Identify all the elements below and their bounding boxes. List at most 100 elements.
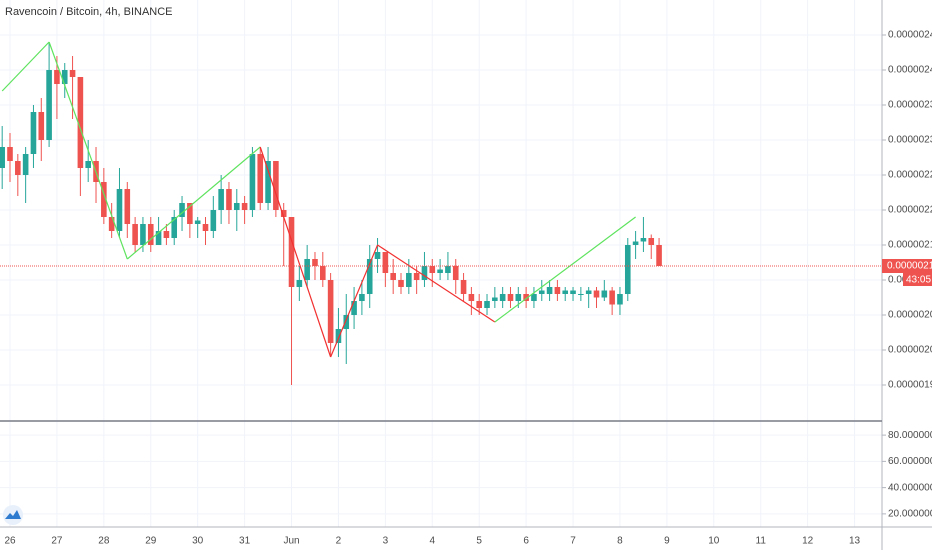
candle-body: [30, 112, 37, 154]
candle-body: [593, 290, 600, 298]
x-tick-label: 30: [192, 536, 204, 547]
zigzag-segment: [377, 244, 496, 323]
candle-body: [413, 273, 420, 280]
candle-body: [194, 220, 201, 224]
x-tick-label: 5: [476, 536, 482, 547]
candle-body: [601, 290, 608, 298]
zigzag-segment: [259, 146, 332, 358]
candle-body: [429, 266, 436, 273]
candle-body: [609, 290, 615, 305]
candle-body: [38, 112, 45, 140]
candle-body: [288, 217, 295, 287]
candle-body: [304, 259, 310, 280]
candle-body: [132, 224, 138, 245]
zigzag-segment: [330, 244, 379, 358]
candle-body: [265, 161, 271, 203]
candle-body: [241, 203, 248, 210]
candle-body: [155, 231, 162, 245]
candle-body: [515, 294, 522, 301]
candle-body: [7, 147, 13, 161]
zigzag-segment: [48, 41, 128, 260]
candle-body: [312, 259, 318, 266]
y-tick-label: 0.00000205: [888, 310, 932, 321]
candle-body: [61, 70, 68, 84]
candle-body: [437, 269, 443, 273]
candle-body: [531, 294, 537, 301]
countdown-box: [903, 273, 932, 286]
candle-body: [554, 287, 561, 294]
y-tick-label: 60.00000000: [888, 456, 932, 467]
candle-body: [632, 241, 639, 245]
y-tick-label: 20.00000000: [888, 509, 932, 520]
candle-body: [0, 147, 5, 168]
candle-body: [351, 301, 357, 315]
candle-body: [85, 161, 91, 168]
candle-body: [108, 217, 115, 231]
y-tick-label: 0.00000240: [888, 65, 932, 76]
x-tick-label: 13: [849, 536, 861, 547]
price-label-box: [882, 259, 932, 273]
candle-body: [69, 70, 76, 77]
x-tick-label: 29: [145, 536, 157, 547]
candle-body: [507, 294, 514, 301]
x-tick-label: 3: [383, 536, 389, 547]
candle-body: [523, 294, 529, 301]
candle-body: [343, 315, 350, 329]
y-tick-label: 0.00000200: [888, 345, 932, 356]
candle-body: [452, 266, 459, 280]
candle-body: [187, 203, 193, 224]
y-tick-label: 0.00000220: [888, 205, 932, 216]
candle-body: [273, 161, 279, 210]
x-tick-label: 31: [239, 536, 251, 547]
zigzag-segment: [126, 146, 261, 260]
y-tick-label: 0.00000235: [888, 100, 932, 111]
y-tick-label: 0.00000225: [888, 170, 932, 181]
candle-body: [492, 297, 498, 301]
candle-body: [460, 280, 467, 294]
candle-body: [335, 329, 342, 343]
candle-body: [484, 301, 490, 308]
grid: [0, 0, 882, 527]
zigzag-segment: [1, 41, 50, 92]
candle-body: [406, 273, 412, 287]
x-tick-label: 11: [756, 536, 767, 547]
candle-body: [320, 266, 326, 280]
candle-body: [476, 301, 482, 308]
y-tick-label: 0.00000245: [888, 30, 932, 41]
candle-body: [570, 290, 576, 294]
chart-title: Ravencoin / Bitcoin, 4h, BINANCE: [5, 6, 173, 18]
candle-body: [398, 280, 404, 287]
x-tick-label: 27: [51, 536, 63, 547]
y-tick-label: 0.00000215: [888, 240, 932, 251]
candle-body: [640, 238, 647, 242]
candle-body: [390, 273, 396, 280]
candle-body: [468, 294, 475, 301]
candle-body: [218, 189, 224, 210]
candle-body: [499, 294, 506, 301]
candle-body: [585, 290, 592, 294]
candle-body: [648, 238, 655, 245]
x-tick-label: 7: [570, 536, 576, 547]
x-tick-label: 9: [664, 536, 670, 547]
candle-body: [22, 154, 29, 175]
candle-body: [445, 266, 451, 273]
candle-body: [140, 224, 146, 245]
candle-body: [226, 189, 232, 210]
x-tick-label: 8: [617, 536, 623, 547]
y-tick-label: 80.00000000: [888, 430, 932, 441]
y-tick-label: 40.00000000: [888, 482, 932, 493]
y-tick-label: 0.00000195: [888, 380, 932, 391]
candle-body: [101, 182, 107, 217]
candle-body: [116, 189, 123, 231]
candle-body: [257, 154, 264, 203]
candle-body: [210, 210, 217, 231]
x-tick-label: 12: [802, 536, 814, 547]
x-tick-label: Jun: [283, 536, 299, 547]
candle-body: [163, 231, 170, 238]
price-label: 0.00000212: [887, 261, 932, 272]
x-tick-label: 6: [523, 536, 529, 547]
x-tick-label: 10: [708, 536, 720, 547]
zigzag-segment: [494, 216, 636, 323]
